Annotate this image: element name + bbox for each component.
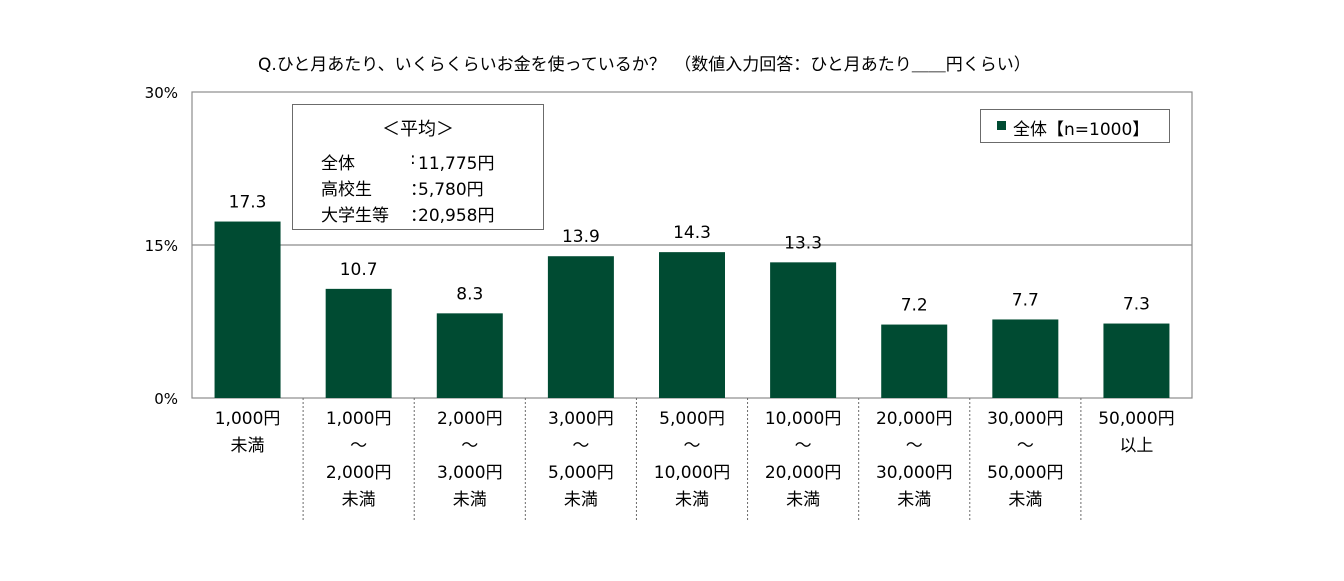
x-tick-label: 20,000円 (765, 463, 841, 483)
x-tick-label: 10,000円 (765, 409, 841, 429)
data-label: 17.3 (229, 193, 267, 213)
x-tick-label: 1,000円 (215, 409, 281, 429)
x-tick-label: 未満 (786, 490, 820, 510)
average-label: 全体 (321, 149, 355, 174)
data-label: 7.7 (1012, 290, 1039, 310)
x-tick-label: 50,000円 (987, 463, 1063, 483)
x-tick-label: 以上 (1119, 436, 1153, 456)
x-tick-label: 未満 (675, 490, 709, 510)
x-tick-label: 5,000円 (548, 463, 614, 483)
x-tick-label: 30,000円 (987, 409, 1063, 429)
x-tick-label: ～ (461, 436, 478, 456)
x-tick-label: 3,000円 (548, 409, 614, 429)
data-label: 13.3 (784, 233, 822, 253)
data-label: 10.7 (340, 260, 378, 280)
x-tick-label: 50,000円 (1098, 409, 1174, 429)
bar (215, 222, 281, 398)
x-tick-label: ～ (350, 436, 367, 456)
x-tick-label: ～ (572, 436, 589, 456)
average-value: 20,958円 (418, 201, 494, 226)
x-tick-label: 30,000円 (876, 463, 952, 483)
x-tick-label: 未満 (231, 436, 265, 456)
legend: 全体【n=1000】 (980, 109, 1170, 143)
average-colon: : (410, 149, 416, 169)
x-tick-label: 2,000円 (326, 463, 392, 483)
bar (992, 319, 1058, 398)
average-value: 11,775円 (418, 149, 494, 174)
legend-swatch (997, 121, 1006, 130)
x-tick-label: 2,000円 (437, 409, 503, 429)
legend-label: 全体【n=1000】 (1013, 115, 1149, 140)
bar (326, 289, 392, 398)
bar (1103, 324, 1169, 398)
data-label: 7.3 (1123, 295, 1150, 315)
average-label: 大学生等 (321, 201, 389, 226)
average-value: 5,780円 (418, 175, 484, 200)
x-tick-label: 3,000円 (437, 463, 503, 483)
x-tick-label: 20,000円 (876, 409, 952, 429)
y-tick-label: 30% (145, 84, 178, 102)
bar (437, 313, 503, 398)
x-tick-label: 未満 (564, 490, 598, 510)
y-tick-label: 0% (154, 390, 178, 408)
average-annotation-box: ＜平均＞ 全体 : 11,775円 高校生 ： 5,780円 大学生等 ： 20… (292, 104, 544, 230)
bar (770, 262, 836, 398)
bar (548, 256, 614, 398)
average-label: 高校生 (321, 175, 372, 200)
x-tick-label: 1,000円 (326, 409, 392, 429)
x-tick-label: ～ (906, 436, 923, 456)
x-tick-label: 未満 (453, 490, 487, 510)
x-tick-label: 未満 (897, 490, 931, 510)
x-tick-label: ～ (1017, 436, 1034, 456)
x-tick-label: ～ (795, 436, 812, 456)
x-tick-label: 未満 (342, 490, 376, 510)
data-label: 7.2 (901, 296, 928, 316)
x-tick-label: 10,000円 (654, 463, 730, 483)
chart-plot: 30% 15% 0% 17.3 10.7 8.3 13.9 14.3 13.3 7.2 7.7 7.3… (0, 0, 1344, 581)
x-tick-label: ～ (684, 436, 701, 456)
bar (659, 252, 725, 398)
x-tick-label: 未満 (1008, 490, 1042, 510)
data-label: 14.3 (673, 223, 711, 243)
average-title: ＜平均＞ (293, 115, 543, 141)
chart: Q.ひと月あたり、いくらくらいお金を使っているか？ （数値入力回答：ひと月あたり… (0, 0, 1344, 581)
x-tick-label: 5,000円 (659, 409, 725, 429)
data-label: 13.9 (562, 227, 600, 247)
bar (881, 325, 947, 398)
y-tick-label: 15% (145, 237, 178, 255)
data-label: 8.3 (456, 284, 483, 304)
